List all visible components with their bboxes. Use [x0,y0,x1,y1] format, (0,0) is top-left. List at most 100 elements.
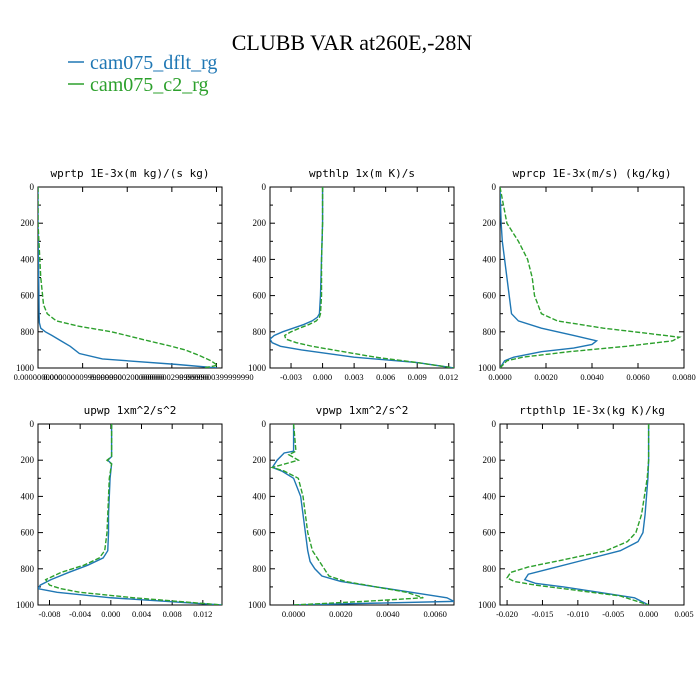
x-tick-label: -0.010 [567,609,589,619]
x-tick-label: 0.0080 [672,372,695,382]
y-tick-label: 600 [483,291,497,301]
panel-6: rtpthlp 1E-3x(kg K)/kg02004006008001000-… [478,404,694,619]
x-tick-label: -0.015 [531,609,553,619]
y-tick-label: 1000 [478,600,497,610]
legend-label-c2: cam075_c2_rg [90,74,209,96]
x-tick-label: -0.008 [39,609,61,619]
x-tick-label: -0.020 [496,609,518,619]
y-tick-label: 800 [483,564,497,574]
y-tick-label: 1000 [248,363,267,373]
y-tick-label: 800 [253,564,267,574]
y-tick-label: 0 [492,182,497,192]
x-tick-label: 0.0060 [626,372,649,382]
series-line-c2 [506,424,650,605]
series-line-dflt [38,187,218,368]
x-tick-label: 0.0000 [282,609,305,619]
y-tick-label: 600 [21,291,35,301]
x-tick-label: 0.0020 [329,609,352,619]
panel-5: vpwp 1xm^2/s^2 0 200 400 600 800 1000 0.0000 0.0… [248,404,455,619]
x-tick-label: 0.008 [163,609,182,619]
x-tick-label: 0.00000000999999990 [43,372,122,382]
series-line-dflt [270,187,454,368]
series-line-c2 [44,424,222,605]
plot-frame [499,186,685,369]
x-tick-label: -0.004 [69,609,92,619]
y-tick-label: 0 [30,182,35,192]
y-tick-label: 800 [253,327,267,337]
y-tick-label: 600 [483,528,497,538]
x-tick-label: 0.006 [376,372,395,382]
x-tick-label: 0.000 [313,372,332,382]
x-tick-label: 0.0040 [580,372,603,382]
panels: wprtp 1E-3x(m kg)/(s kg) 0 200 400 600 800 100… [14,167,696,619]
panel-title: upwp 1xm^2/s^2 [84,404,177,417]
y-tick-label: 200 [253,218,267,228]
x-tick-label: 0.003 [345,372,364,382]
y-tick-label: 600 [253,291,267,301]
series-line-c2 [283,187,454,368]
x-tick-label: 0.0000 [488,372,511,382]
x-tick-label: 0.009 [408,372,427,382]
series-line-c2 [500,187,682,368]
y-tick-label: 1000 [16,363,35,373]
panel-2: wpthlp 1x(m K)/s 0 200 400 600 800 1000 -0.003 0… [248,167,458,382]
x-tick-label: 0.0000000399999990 [179,372,253,382]
x-tick-label: 0.000 [101,609,120,619]
panel-title: wprcp 1E-3x(m/s) (kg/kg) [513,167,672,180]
panel-3: wprcp 1E-3x(m/s) (kg/kg) 0 200 400 600 800 100… [478,167,696,382]
legend-label-dflt: cam075_dflt_rg [90,52,217,74]
y-tick-label: 400 [21,254,35,264]
y-tick-label: 200 [21,455,35,465]
y-tick-label: 0 [262,419,267,429]
y-tick-label: 1000 [478,363,497,373]
y-tick-label: 0 [492,419,497,429]
series-line-dflt [500,187,599,368]
plot-frame [269,423,455,606]
y-tick-label: 600 [253,528,267,538]
x-tick-label: 0.0000000299999990 [135,372,209,382]
x-tick-label: 0.0000000200000000 [90,372,164,382]
panel-title: wpthlp 1x(m K)/s [309,167,415,180]
y-tick-label: 600 [21,528,35,538]
y-tick-label: 1000 [16,600,35,610]
panel-1: wprtp 1E-3x(m kg)/(s kg) 0 200 400 600 800 100… [14,167,254,382]
y-tick-label: 1000 [248,600,267,610]
panel-title: wprtp 1E-3x(m kg)/(s kg) [51,167,210,180]
panel-4: upwp 1xm^2/s^2 0 200 400 600 800 1000 -0.008 -0.… [16,404,223,619]
x-tick-label: 0.0040 [376,609,399,619]
y-tick-label: 800 [21,327,35,337]
figure-title: CLUBB VAR at260E,-28N [232,30,473,55]
y-tick-label: 400 [253,491,267,501]
y-tick-label: 400 [253,254,267,264]
x-tick-label: 0.0000000000 [14,372,63,382]
x-tick-label: 0.012 [193,609,212,619]
y-tick-label: 400 [483,254,497,264]
y-tick-label: 200 [483,455,497,465]
series-line-dflt [38,424,222,605]
x-tick-label: 0.0020 [534,372,557,382]
x-tick-label: 0.004 [132,609,152,619]
plot-frame [499,423,685,606]
x-tick-label: -0.003 [280,372,302,382]
series-line-dflt [523,424,650,605]
y-tick-label: 800 [21,564,35,574]
x-tick-label: 0.000 [639,609,658,619]
series-line-c2 [270,424,424,605]
panel-title: rtpthlp 1E-3x(kg K)/kg [519,404,665,417]
y-tick-label: 0 [262,182,267,192]
x-tick-label: -0.005 [602,609,624,619]
x-tick-label: 0.012 [439,372,458,382]
y-tick-label: 0 [30,419,35,429]
panel-title: vpwp 1xm^2/s^2 [316,404,409,417]
x-tick-label: 0.005 [674,609,693,619]
series-line-c2 [38,187,220,368]
y-tick-label: 400 [21,491,35,501]
y-tick-label: 800 [483,327,497,337]
plot-frame [269,186,455,369]
y-tick-label: 200 [483,218,497,228]
x-tick-label: 0.0060 [423,609,446,619]
y-tick-label: 200 [253,455,267,465]
plot-frame [37,423,223,606]
y-tick-label: 400 [483,491,497,501]
